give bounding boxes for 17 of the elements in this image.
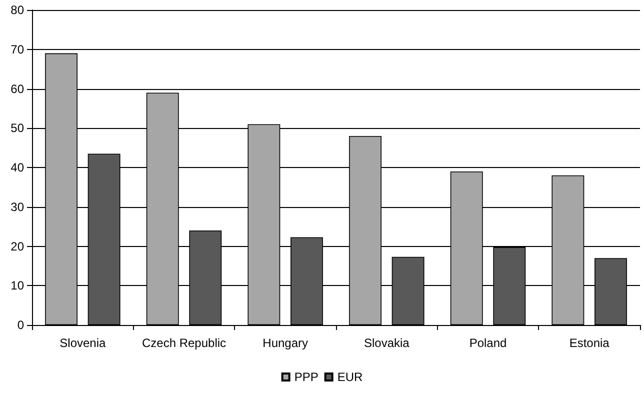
y-tick-label: 80 [10,3,24,17]
y-tick-label: 50 [10,121,24,136]
legend-label: PPP [294,370,318,384]
y-tick-label: 0 [17,318,24,332]
y-tick-label: 30 [10,200,24,214]
y-tick-label: 20 [10,239,24,254]
x-tick-label: Slovakia [364,336,410,350]
y-tick-label: 60 [10,82,24,96]
x-tick-label: Slovenia [60,336,106,350]
y-tick-label: 10 [10,278,24,293]
legend-label: EUR [337,370,364,384]
y-tick-label: 40 [10,160,24,174]
x-tick-label: Czech Republic [142,336,226,350]
x-tick-label: Estonia [569,336,610,350]
x-tick-label: Poland [469,336,507,350]
x-tick-label: Hungary [262,336,308,350]
y-tick-label: 70 [10,42,24,56]
